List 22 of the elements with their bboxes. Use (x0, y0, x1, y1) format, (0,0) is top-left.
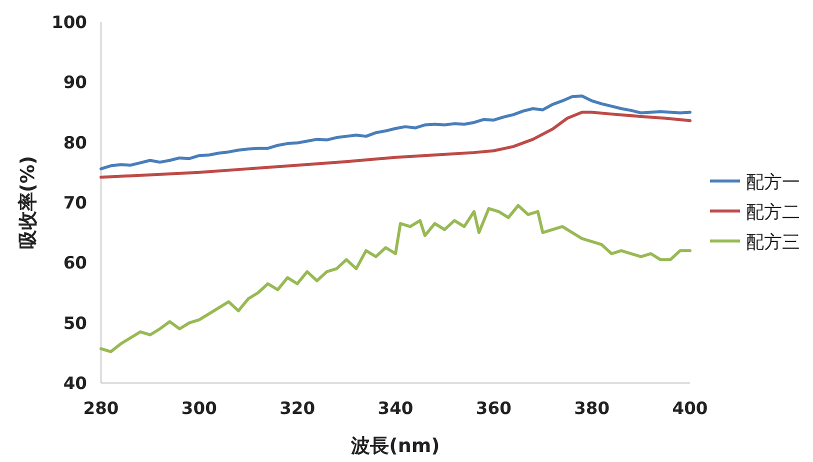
y-tick-label: 40 (63, 374, 88, 394)
y-tick-label: 80 (63, 133, 88, 154)
legend-label: 配方一 (746, 172, 800, 193)
line-series (100, 204, 692, 354)
line-series (100, 110, 692, 179)
x-tick-label: 380 (574, 399, 610, 419)
x-tick-label: 360 (476, 399, 512, 419)
x-tick-label: 320 (280, 399, 316, 419)
line-series (100, 94, 692, 170)
x-axis-title: 波長(nm) (350, 435, 440, 457)
x-tick-label: 400 (672, 399, 708, 419)
legend-label: 配方二 (746, 202, 800, 223)
y-tick-label: 70 (63, 194, 88, 214)
x-tick-label: 300 (181, 399, 218, 419)
x-tick-label: 280 (83, 399, 119, 419)
y-tick-label: 90 (63, 73, 88, 94)
legend-label: 配方三 (746, 232, 800, 253)
x-tick-label: 340 (378, 399, 414, 419)
y-tick-label: 60 (63, 254, 88, 274)
y-axis-title: 吸收率(%) (17, 156, 39, 250)
y-tick-label: 50 (63, 314, 88, 334)
y-tick-label: 100 (52, 13, 88, 33)
